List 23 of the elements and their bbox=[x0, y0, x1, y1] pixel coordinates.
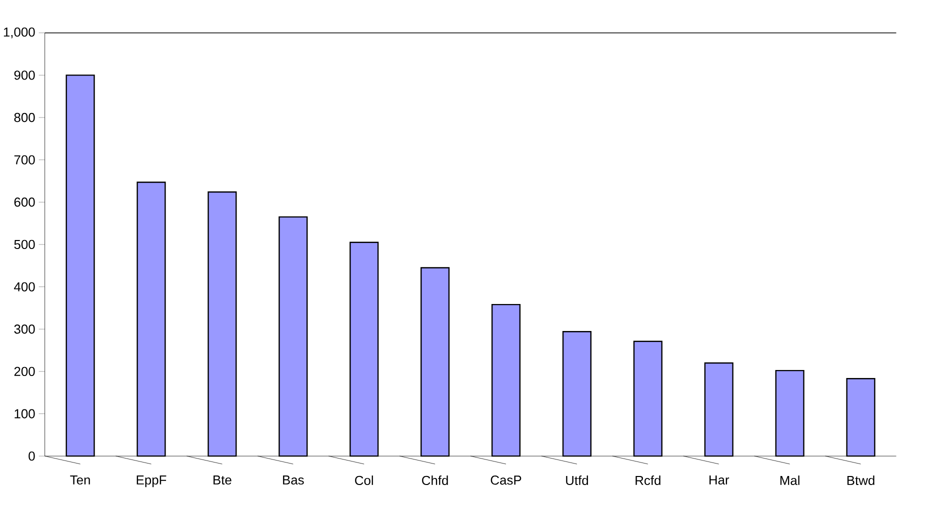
y-tick-label: 800 bbox=[14, 112, 35, 122]
x-tick-label: Utfd bbox=[566, 476, 588, 486]
x-tick-label: CasP bbox=[490, 476, 522, 485]
x-tick-label: Mal bbox=[780, 476, 800, 486]
y-tick-label: 700 bbox=[14, 155, 35, 164]
y-tick-label: 1,000 bbox=[4, 28, 35, 38]
x-tick-label: Col bbox=[355, 476, 373, 486]
y-tick-label: 0 bbox=[28, 452, 35, 461]
y-tick-label: 400 bbox=[14, 282, 35, 292]
y-tick-label: 300 bbox=[14, 324, 35, 334]
x-tick-label: Har bbox=[709, 476, 730, 485]
x-tick-label: Rcfd bbox=[636, 476, 660, 486]
x-tick-label: Btwd bbox=[847, 476, 874, 486]
x-tick-label: Bas bbox=[283, 476, 304, 485]
x-tick-label: EppF bbox=[136, 476, 166, 488]
y-tick-label: 200 bbox=[14, 366, 35, 376]
y-tick-label: 600 bbox=[14, 198, 35, 207]
x-tick-label: Bte bbox=[214, 476, 232, 485]
y-tick-label: 900 bbox=[14, 70, 35, 80]
x-tick-label: Chfd bbox=[422, 476, 448, 486]
y-tick-label: 100 bbox=[14, 409, 35, 418]
x-tick-label: Ten bbox=[70, 476, 90, 485]
y-tick-label: 500 bbox=[14, 240, 35, 250]
